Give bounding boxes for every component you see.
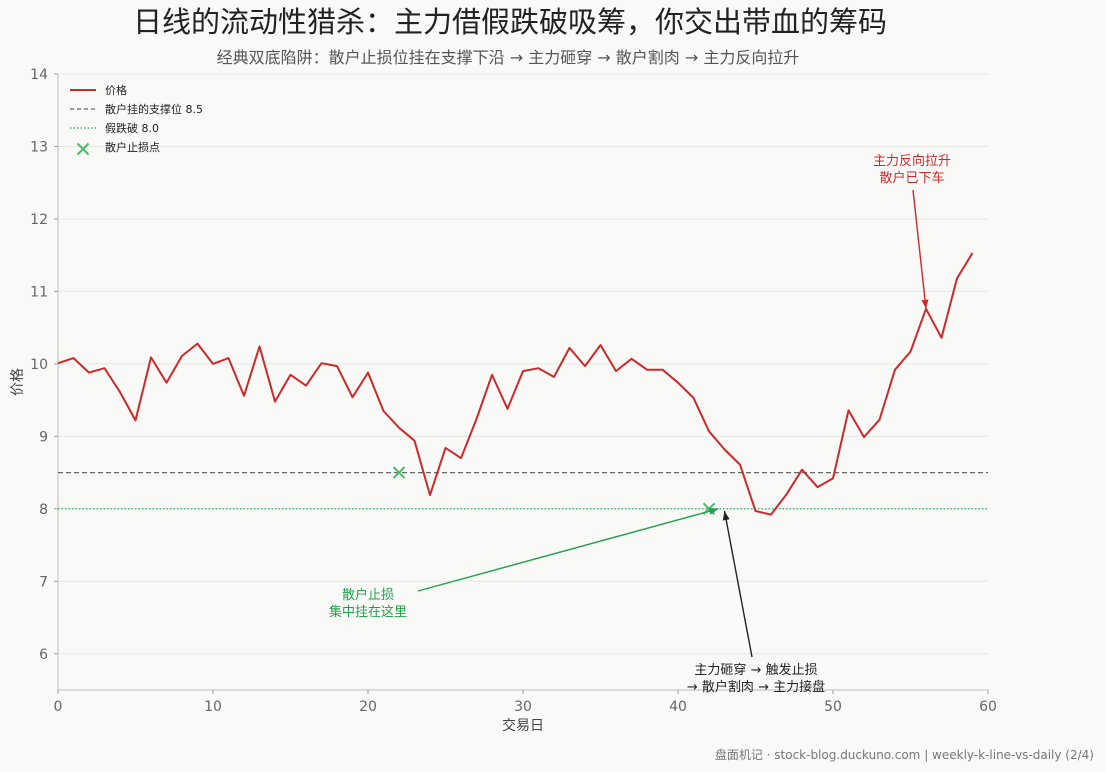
x-tick-label: 0 [54, 699, 63, 715]
chart-subtitle: 经典双底陷阱：散户止损位挂在支撑下沿 → 主力砸穿 → 散户割肉 → 主力反向拉… [217, 48, 800, 67]
x-tick-label: 20 [359, 699, 377, 715]
stop-loss-markers [392, 466, 716, 516]
y-tick-label: 6 [39, 647, 48, 663]
annotation-arrow [912, 189, 927, 309]
y-axis-label: 价格 [10, 368, 26, 396]
x-tick-label: 50 [824, 699, 842, 715]
annotation-text: 主力砸穿 → 触发止损 [694, 662, 817, 678]
annotation-arrow [723, 510, 753, 658]
y-tick-label: 8 [39, 502, 48, 518]
x-tick-label: 60 [979, 699, 997, 715]
x-tick-label: 40 [669, 699, 687, 715]
y-tick-label: 10 [30, 357, 48, 373]
y-tick-label: 13 [30, 139, 48, 155]
annotation-breakdown: 主力砸穿 → 触发止损→ 散户割肉 → 主力接盘 [687, 510, 825, 695]
arrow-head [722, 510, 730, 521]
arrow-head [708, 507, 719, 515]
annotation-text: 散户止损 [342, 587, 394, 603]
legend-swatch [76, 142, 90, 156]
legend-entry: 价格 [70, 83, 127, 97]
legend-entry: 假跌破 8.0 [70, 121, 159, 135]
annotation-text: 散户已下车 [879, 170, 944, 186]
y-tick-label: 14 [30, 67, 48, 83]
x-axis-label: 交易日 [502, 717, 544, 734]
annotation-arrow [417, 508, 719, 592]
annotation-text: 集中挂在这里 [329, 604, 407, 620]
annotation-text: 主力反向拉升 [873, 153, 951, 169]
axes: 6 7 8 9 10 11 12 13 14 0 10 20 30 40 50 60 [30, 67, 997, 715]
footer-credit: 盘面机记 · stock-blog.duckuno.com | weekly-k… [715, 747, 1094, 762]
legend-label: 散户止损点 [105, 140, 160, 154]
x-tick-label: 30 [514, 699, 532, 715]
reference-lines [58, 471, 988, 510]
grid-lines [58, 73, 988, 655]
series [57, 252, 974, 516]
legend-label: 价格 [105, 83, 127, 97]
legend-entry: 散户止损点 [76, 140, 160, 156]
price-line [57, 252, 974, 516]
x-tick-label: 10 [204, 699, 222, 715]
arrow-head [921, 299, 929, 309]
annotation-text: → 散户割肉 → 主力接盘 [687, 679, 825, 695]
y-tick-label: 11 [30, 284, 48, 300]
y-tick-label: 7 [39, 574, 48, 590]
stop-loss-marker [392, 466, 406, 479]
legend-label: 假跌破 8.0 [105, 121, 159, 135]
legend-entry: 散户挂的支撑位 8.5 [70, 102, 203, 116]
y-tick-label: 9 [39, 429, 48, 445]
y-tick-label: 12 [30, 212, 48, 228]
legend-label: 散户挂的支撑位 8.5 [105, 102, 203, 116]
chart-title: 日线的流动性猎杀：主力借假跌破吸筹，你交出带血的筹码 [133, 5, 887, 39]
